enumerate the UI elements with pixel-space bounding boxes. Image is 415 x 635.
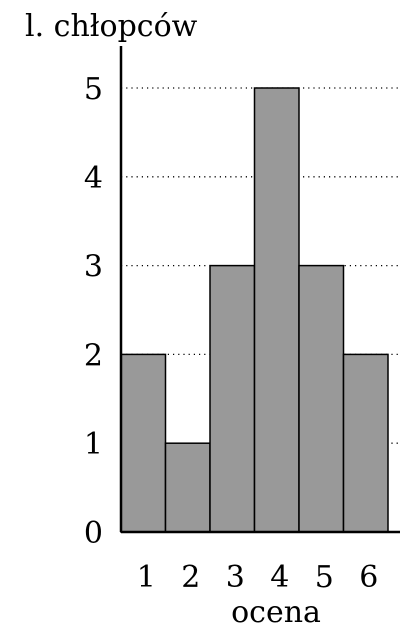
y-tick-label-2: 2: [84, 338, 103, 373]
x-tick-label-6: 6: [359, 560, 378, 595]
x-tick-label-5: 5: [315, 560, 334, 595]
x-tick-label-3: 3: [226, 560, 245, 595]
bar-5: [298, 264, 345, 533]
bar-6: [342, 353, 389, 533]
y-tick-label-3: 3: [84, 250, 103, 285]
y-axis-label: l. chłopców: [25, 9, 198, 44]
bar-4: [253, 87, 300, 533]
x-tick-label-1: 1: [137, 560, 156, 595]
bars: [120, 87, 389, 533]
y-tick-labels: 0 1 2 3 4 5: [84, 72, 103, 551]
y-tick-label-4: 4: [84, 161, 103, 196]
x-tick-label-4: 4: [270, 560, 289, 595]
y-tick-label-0: 0: [84, 516, 103, 551]
x-axis-label: ocena: [231, 595, 321, 630]
x-tick-label-2: 2: [181, 560, 200, 595]
y-tick-label-5: 5: [84, 72, 103, 107]
bar-3: [209, 264, 256, 533]
bar-2: [164, 442, 211, 533]
y-tick-label-1: 1: [84, 427, 103, 462]
bar-1: [120, 353, 167, 533]
